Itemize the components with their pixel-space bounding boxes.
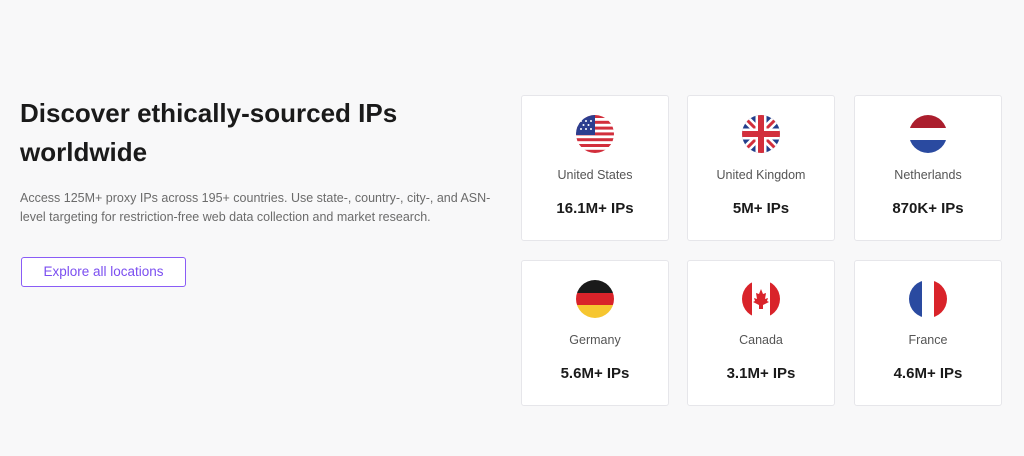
country-card[interactable]: United States 16.1M+ IPs [521,95,669,241]
ip-count: 16.1M+ IPs [556,200,634,217]
country-name: United Kingdom [716,168,806,182]
flag [909,280,947,318]
description: Access 125M+ proxy IPs across 195+ count… [20,191,491,224]
explore-button[interactable]: Explore all locations [21,257,186,287]
ip-count: 5M+ IPs [732,200,790,217]
country-name: France [908,333,948,347]
country-name: Netherlands [894,168,962,182]
ip-count: 3.1M+ IPs [726,365,796,382]
country-card[interactable]: Canada 3.1M+ IPs [687,260,835,406]
ip-count: 870K+ IPs [892,200,964,217]
ip-count: 4.6M+ IPs [893,365,963,382]
title: Discover ethically-sourced IPs worldwide [20,98,398,167]
country-name: United States [557,168,633,182]
flag [742,115,780,153]
country-name: Germany [569,333,621,347]
country-card[interactable]: France 4.6M+ IPs [854,260,1002,406]
country-card[interactable]: United Kingdom 5M+ IPs [687,95,835,241]
ip-count: 5.6M+ IPs [560,365,630,382]
flag [576,115,614,153]
flag [742,280,780,318]
flag [576,280,614,318]
country-card[interactable]: Netherlands 870K+ IPs [854,95,1002,241]
country-name: Canada [739,333,783,347]
flag [909,115,947,153]
country-card[interactable]: Germany 5.6M+ IPs [521,260,669,406]
